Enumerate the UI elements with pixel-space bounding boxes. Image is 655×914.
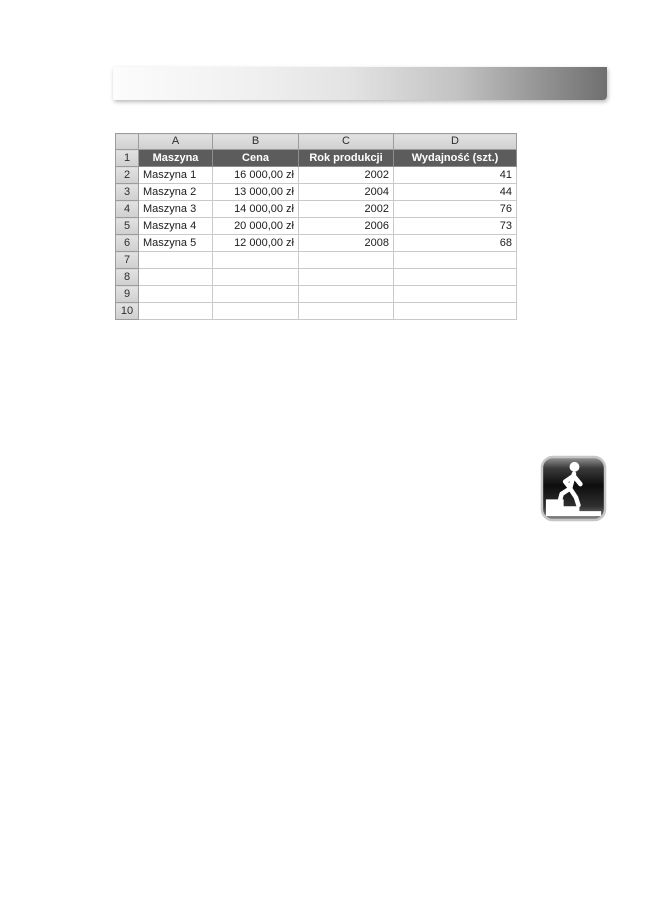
cell-A9[interactable] <box>138 285 213 303</box>
spreadsheet: A B C D 1 Maszyna Cena Rok produkcji Wydajność (… <box>115 133 517 320</box>
cell-A10[interactable] <box>138 302 213 320</box>
sheet-row-2: 2 Maszyna 1 16 000,00 zł 2002 41 <box>115 166 517 184</box>
row-number-6[interactable]: 6 <box>115 234 139 252</box>
cell-A2[interactable]: Maszyna 1 <box>138 166 213 184</box>
sheet-row-3: 3 Maszyna 2 13 000,00 zł 2004 44 <box>115 183 517 201</box>
cell-D2[interactable]: 41 <box>393 166 517 184</box>
cell-D6[interactable]: 68 <box>393 234 517 252</box>
sheet-row-6: 6 Maszyna 5 12 000,00 zł 2008 68 <box>115 234 517 252</box>
cell-D9[interactable] <box>393 285 517 303</box>
cell-C7[interactable] <box>298 251 394 269</box>
row-number-5[interactable]: 5 <box>115 217 139 235</box>
cell-D5[interactable]: 73 <box>393 217 517 235</box>
sheet-row-10: 10 <box>115 302 517 320</box>
column-letter-D[interactable]: D <box>393 133 517 150</box>
row-number-9[interactable]: 9 <box>115 285 139 303</box>
row-number-7[interactable]: 7 <box>115 251 139 269</box>
cell-B4[interactable]: 14 000,00 zł <box>212 200 299 218</box>
row-number-1[interactable]: 1 <box>115 149 139 167</box>
cell-D7[interactable] <box>393 251 517 269</box>
cell-B10[interactable] <box>212 302 299 320</box>
cell-C2[interactable]: 2002 <box>298 166 394 184</box>
sheet-row-8: 8 <box>115 268 517 286</box>
column-letter-A[interactable]: A <box>138 133 213 150</box>
cell-A7[interactable] <box>138 251 213 269</box>
chapter-header-bar <box>113 67 607 100</box>
cell-B1[interactable]: Cena <box>212 149 299 167</box>
cell-D10[interactable] <box>393 302 517 320</box>
cell-A1[interactable]: Maszyna <box>138 149 213 167</box>
cell-C3[interactable]: 2004 <box>298 183 394 201</box>
walking-figure <box>557 461 583 508</box>
cell-A3[interactable]: Maszyna 2 <box>138 183 213 201</box>
row-number-10[interactable]: 10 <box>115 302 139 320</box>
cell-B5[interactable]: 20 000,00 zł <box>212 217 299 235</box>
cell-C9[interactable] <box>298 285 394 303</box>
cell-B7[interactable] <box>212 251 299 269</box>
cell-C6[interactable]: 2008 <box>298 234 394 252</box>
cell-B8[interactable] <box>212 268 299 286</box>
row-number-4[interactable]: 4 <box>115 200 139 218</box>
walking-person-stairs-icon <box>540 455 607 522</box>
sheet-row-4: 4 Maszyna 3 14 000,00 zł 2002 76 <box>115 200 517 218</box>
sheet-header-row: 1 Maszyna Cena Rok produkcji Wydajność (szt.… <box>115 149 517 167</box>
row-number-3[interactable]: 3 <box>115 183 139 201</box>
row-number-8[interactable]: 8 <box>115 268 139 286</box>
cell-C10[interactable] <box>298 302 394 320</box>
stairs-shape <box>545 499 602 517</box>
cell-A5[interactable]: Maszyna 4 <box>138 217 213 235</box>
spreadsheet-table: A B C D 1 Maszyna Cena Rok produkcji Wydajność (… <box>115 133 517 320</box>
sheet-row-7: 7 <box>115 251 517 269</box>
cell-A4[interactable]: Maszyna 3 <box>138 200 213 218</box>
row-number-2[interactable]: 2 <box>115 166 139 184</box>
sheet-row-5: 5 Maszyna 4 20 000,00 zł 2006 73 <box>115 217 517 235</box>
cell-C8[interactable] <box>298 268 394 286</box>
cell-D8[interactable] <box>393 268 517 286</box>
cell-B3[interactable]: 13 000,00 zł <box>212 183 299 201</box>
cell-C5[interactable]: 2006 <box>298 217 394 235</box>
cell-C1[interactable]: Rok produkcji <box>298 149 394 167</box>
cell-D1[interactable]: Wydajność (szt.) <box>393 149 517 167</box>
cell-C4[interactable]: 2002 <box>298 200 394 218</box>
cell-B2[interactable]: 16 000,00 zł <box>212 166 299 184</box>
cell-B6[interactable]: 12 000,00 zł <box>212 234 299 252</box>
cell-B9[interactable] <box>212 285 299 303</box>
cell-A8[interactable] <box>138 268 213 286</box>
cell-A6[interactable]: Maszyna 5 <box>138 234 213 252</box>
sheet-row-9: 9 <box>115 285 517 303</box>
cell-D4[interactable]: 76 <box>393 200 517 218</box>
column-letter-B[interactable]: B <box>212 133 299 150</box>
cell-D3[interactable]: 44 <box>393 183 517 201</box>
column-letter-C[interactable]: C <box>298 133 394 150</box>
select-all-corner-cell[interactable] <box>115 133 139 150</box>
